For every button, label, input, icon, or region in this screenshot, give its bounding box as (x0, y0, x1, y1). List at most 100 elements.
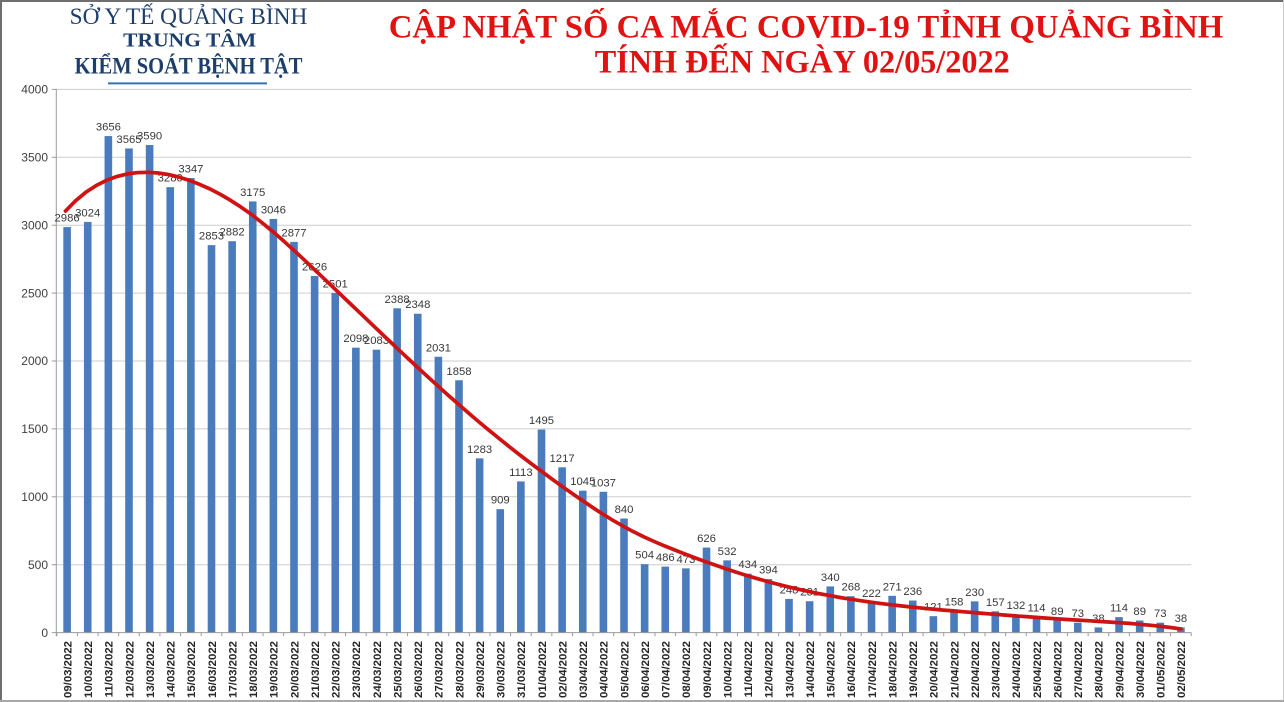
svg-text:02/05/2022: 02/05/2022 (1176, 641, 1188, 698)
svg-text:16/04/2022: 16/04/2022 (846, 641, 858, 698)
svg-text:909: 909 (491, 495, 510, 507)
svg-text:1858: 1858 (446, 366, 471, 378)
svg-text:132: 132 (1006, 600, 1025, 612)
svg-text:19/04/2022: 19/04/2022 (908, 641, 920, 698)
svg-text:2853: 2853 (199, 231, 224, 243)
svg-text:01/05/2022: 01/05/2022 (1156, 641, 1168, 698)
svg-text:1113: 1113 (509, 467, 532, 479)
svg-text:271: 271 (883, 581, 902, 593)
svg-text:01/04/2022: 01/04/2022 (537, 641, 549, 698)
svg-text:89: 89 (1133, 606, 1146, 618)
svg-text:14/03/2022: 14/03/2022 (166, 641, 178, 698)
svg-text:28/04/2022: 28/04/2022 (1094, 641, 1106, 698)
svg-text:15/03/2022: 15/03/2022 (186, 641, 198, 698)
svg-text:114: 114 (1027, 603, 1045, 615)
svg-text:3347: 3347 (178, 164, 203, 176)
svg-text:158: 158 (945, 597, 964, 609)
svg-text:12/03/2022: 12/03/2022 (124, 641, 136, 698)
svg-text:840: 840 (615, 504, 634, 516)
svg-text:25/03/2022: 25/03/2022 (392, 641, 404, 698)
svg-text:06/04/2022: 06/04/2022 (640, 641, 652, 698)
svg-text:27/04/2022: 27/04/2022 (1073, 641, 1085, 698)
svg-text:1045: 1045 (570, 476, 595, 488)
svg-text:04/04/2022: 04/04/2022 (599, 641, 611, 698)
svg-text:10/03/2022: 10/03/2022 (83, 641, 95, 698)
svg-text:2388: 2388 (385, 294, 410, 306)
svg-text:28/03/2022: 28/03/2022 (454, 641, 466, 698)
svg-text:09/03/2022: 09/03/2022 (62, 641, 74, 698)
svg-text:2098: 2098 (343, 333, 368, 345)
svg-text:2348: 2348 (405, 299, 430, 311)
svg-text:2986: 2986 (55, 213, 80, 225)
svg-text:2031: 2031 (426, 342, 451, 354)
svg-text:02/04/2022: 02/04/2022 (557, 641, 569, 698)
svg-text:KIỂM SOÁT BỆNH TẬT: KIỂM SOÁT BỆNH TẬT (75, 53, 303, 79)
svg-text:73: 73 (1154, 608, 1167, 620)
svg-text:SỞ Y TẾ QUẢNG BÌNH: SỞ Y TẾ QUẢNG BÌNH (70, 3, 308, 29)
svg-text:12/04/2022: 12/04/2022 (764, 641, 776, 698)
svg-text:486: 486 (656, 552, 675, 564)
svg-text:25/04/2022: 25/04/2022 (1032, 641, 1044, 698)
svg-text:1495: 1495 (529, 415, 554, 427)
svg-text:157: 157 (986, 597, 1005, 609)
svg-text:532: 532 (718, 546, 737, 558)
svg-text:89: 89 (1051, 606, 1064, 618)
svg-text:222: 222 (862, 588, 881, 600)
svg-text:73: 73 (1072, 608, 1085, 620)
svg-text:1000: 1000 (21, 490, 48, 504)
svg-text:17/04/2022: 17/04/2022 (867, 641, 879, 698)
svg-text:3565: 3565 (116, 134, 141, 146)
svg-text:500: 500 (28, 558, 48, 572)
svg-text:23/03/2022: 23/03/2022 (351, 641, 363, 698)
svg-text:3500: 3500 (21, 151, 48, 165)
svg-text:22/03/2022: 22/03/2022 (331, 641, 343, 698)
svg-text:14/04/2022: 14/04/2022 (805, 641, 817, 698)
svg-text:26/03/2022: 26/03/2022 (413, 641, 425, 698)
svg-text:340: 340 (821, 572, 840, 584)
svg-text:4000: 4000 (21, 83, 48, 97)
svg-text:24/04/2022: 24/04/2022 (1011, 641, 1023, 698)
svg-text:26/04/2022: 26/04/2022 (1053, 641, 1065, 698)
svg-text:30/04/2022: 30/04/2022 (1135, 641, 1147, 698)
svg-text:1283: 1283 (467, 444, 492, 456)
svg-text:29/03/2022: 29/03/2022 (475, 641, 487, 698)
svg-text:236: 236 (903, 586, 922, 598)
svg-text:13/03/2022: 13/03/2022 (145, 641, 157, 698)
svg-text:CẬP NHẬT SỐ CA MẮC COVID-19 TỈ: CẬP NHẬT SỐ CA MẮC COVID-19 TỈNH QUẢNG B… (389, 7, 1224, 46)
svg-text:3656: 3656 (96, 122, 121, 134)
svg-text:27/03/2022: 27/03/2022 (434, 641, 446, 698)
svg-text:21/04/2022: 21/04/2022 (949, 641, 961, 698)
svg-text:16/03/2022: 16/03/2022 (207, 641, 219, 698)
svg-text:30/03/2022: 30/03/2022 (496, 641, 508, 698)
svg-text:2000: 2000 (21, 354, 48, 368)
svg-text:17/03/2022: 17/03/2022 (227, 641, 239, 698)
svg-text:05/04/2022: 05/04/2022 (619, 641, 631, 698)
svg-text:3046: 3046 (261, 204, 286, 216)
svg-text:TRUNG TÂM: TRUNG TÂM (123, 28, 256, 52)
svg-text:20/03/2022: 20/03/2022 (289, 641, 301, 698)
svg-text:22/04/2022: 22/04/2022 (970, 641, 982, 698)
svg-text:626: 626 (697, 533, 716, 545)
svg-text:TÍNH ĐẾN NGÀY 02/05/2022: TÍNH ĐẾN NGÀY 02/05/2022 (595, 42, 1010, 81)
svg-text:29/04/2022: 29/04/2022 (1114, 641, 1126, 698)
svg-text:23/04/2022: 23/04/2022 (991, 641, 1003, 698)
svg-text:08/04/2022: 08/04/2022 (681, 641, 693, 698)
svg-text:3590: 3590 (137, 131, 162, 143)
svg-text:3024: 3024 (75, 207, 100, 219)
svg-text:2882: 2882 (220, 227, 245, 239)
svg-text:31/03/2022: 31/03/2022 (516, 641, 528, 698)
svg-text:19/03/2022: 19/03/2022 (269, 641, 281, 698)
svg-text:504: 504 (635, 550, 654, 562)
svg-text:21/03/2022: 21/03/2022 (310, 641, 322, 698)
svg-text:1037: 1037 (591, 477, 616, 489)
svg-text:2083: 2083 (364, 335, 389, 347)
svg-text:2500: 2500 (21, 286, 48, 300)
svg-text:114: 114 (1110, 603, 1128, 615)
svg-text:1500: 1500 (21, 422, 48, 436)
svg-text:11/03/2022: 11/03/2022 (104, 641, 116, 697)
svg-text:3000: 3000 (21, 218, 48, 232)
svg-text:394: 394 (759, 565, 778, 577)
svg-text:2877: 2877 (281, 227, 306, 239)
svg-text:20/04/2022: 20/04/2022 (929, 641, 941, 698)
svg-text:268: 268 (841, 582, 860, 594)
